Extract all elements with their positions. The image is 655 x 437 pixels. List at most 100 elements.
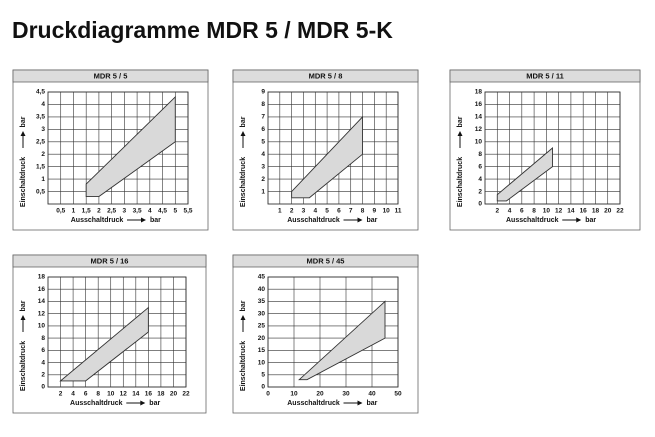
y-tick-label: 30 — [258, 310, 266, 317]
y-tick-label: 10 — [258, 359, 266, 366]
y-tick-label: 4 — [41, 359, 45, 366]
y-tick-label: 2 — [41, 151, 45, 158]
y-tick-label: 4 — [261, 151, 265, 158]
y-tick-label: 7 — [261, 114, 265, 121]
x-tick-label: 3 — [123, 208, 127, 215]
x-tick-label: 30 — [342, 391, 350, 398]
y-axis-arrowhead — [457, 131, 463, 136]
x-axis-label: Ausschaltdruck — [506, 217, 559, 224]
y-axis-label: Einschaltdruck — [240, 341, 247, 391]
x-axis-arrowhead — [140, 400, 146, 406]
y-axis-arrowhead — [240, 131, 246, 136]
x-tick-label: 50 — [394, 391, 402, 398]
x-axis-unit: bar — [150, 217, 161, 224]
y-axis-arrowhead — [20, 315, 26, 320]
y-tick-label: 1 — [261, 188, 265, 195]
chart-panel: MDR 5 / 81 2 3 4 5 6 7 8 9 10 11123456789Ausschalt… — [232, 69, 419, 231]
y-tick-label: 20 — [258, 335, 266, 342]
x-tick-label: 4 — [148, 208, 152, 215]
y-tick-label: 4 — [41, 101, 45, 108]
x-axis-label: Ausschaltdruck — [70, 400, 123, 407]
y-tick-label: 10 — [38, 323, 46, 330]
x-tick-label: 2,5 — [107, 208, 116, 215]
panel-header — [12, 254, 207, 268]
y-axis-label: Einschaltdruck — [457, 157, 464, 207]
y-axis-label: Einschaltdruck — [20, 341, 27, 391]
y-tick-label: 14 — [38, 298, 46, 305]
y-tick-label: 9 — [261, 89, 265, 96]
pressure-range — [496, 147, 553, 202]
pressure-range — [59, 306, 149, 382]
chart-panel: MDR 5 / 11 2 4 6 8 10 12 14 16 18 20 22 0 2 4 6 8 10 12 14 1… — [449, 69, 641, 231]
panel-header — [449, 69, 641, 83]
x-tick-label: 4 — [508, 208, 512, 215]
x-tick-label: 16 — [580, 208, 588, 215]
x-tick-label: 6 — [337, 208, 341, 215]
pressure-range — [298, 300, 386, 381]
x-tick-label: 14 — [132, 391, 140, 398]
y-tick-label: 0 — [41, 384, 45, 391]
x-axis-arrowhead — [357, 400, 363, 406]
x-tick-label: 1 — [278, 208, 282, 215]
x-tick-label: 2 — [495, 208, 499, 215]
panel-title: MDR 5 / 8 — [309, 71, 343, 80]
x-tick-label: 0,5 — [56, 208, 65, 215]
x-tick-label: 10 — [543, 208, 551, 215]
x-tick-label: 5,5 — [183, 208, 192, 215]
x-tick-label: 40 — [368, 391, 376, 398]
x-axis-unit: bar — [367, 400, 378, 407]
y-axis-unit: bar — [457, 116, 464, 127]
x-tick-label: 1 — [72, 208, 76, 215]
x-tick-label: 9 — [373, 208, 377, 215]
x-tick-label: 8 — [361, 208, 365, 215]
x-axis-unit: bar — [585, 217, 596, 224]
panel-header — [232, 254, 419, 268]
x-tick-label: 8 — [532, 208, 536, 215]
x-axis-arrowhead — [357, 217, 363, 223]
y-tick-label: 8 — [261, 101, 265, 108]
panel-title: MDR 5 / 11 — [526, 71, 564, 80]
x-tick-label: 18 — [592, 208, 600, 215]
y-axis-label: Einschaltdruck — [240, 157, 247, 207]
y-tick-label: 0 — [261, 384, 265, 391]
panel-title: MDR 5 / 5 — [94, 71, 128, 80]
panel-title: MDR 5 / 16 — [91, 256, 129, 265]
y-tick-label: 2,5 — [36, 138, 45, 145]
x-tick-label: 20 — [170, 391, 178, 398]
y-tick-label: 3 — [261, 163, 265, 170]
chart-panel: MDR 5 / 45 0 10 20 30 40 50 0 5 10 15 20 25 30 35 40 45 A… — [232, 254, 419, 414]
x-axis-arrowhead — [576, 217, 582, 223]
y-tick-label: 1 — [41, 176, 45, 183]
x-axis-arrowhead — [141, 217, 146, 223]
page-title: Druckdiagramme MDR 5 / MDR 5-K — [12, 17, 393, 43]
x-axis-label: Ausschaltdruck — [287, 217, 340, 224]
x-tick-label: 10 — [107, 391, 115, 398]
x-tick-label: 7 — [349, 208, 353, 215]
y-tick-label: 25 — [258, 323, 266, 330]
x-axis-unit: bar — [367, 217, 378, 224]
y-tick-label: 3 — [41, 126, 45, 133]
y-axis-unit: bar — [20, 300, 27, 311]
y-tick-label: 18 — [475, 89, 483, 96]
y-tick-label: 35 — [258, 298, 266, 305]
x-tick-label: 4 — [71, 391, 75, 398]
pressure-range — [291, 115, 363, 199]
y-tick-label: 16 — [38, 286, 46, 293]
y-tick-label: 2 — [478, 188, 482, 195]
y-tick-label: 8 — [41, 335, 45, 342]
y-tick-label: 0,5 — [36, 188, 45, 195]
x-tick-label: 20 — [316, 391, 324, 398]
y-tick-label: 5 — [261, 371, 265, 378]
x-tick-label: 2 — [290, 208, 294, 215]
y-axis-label: Einschaltdruck — [20, 157, 27, 207]
x-tick-label: 0 — [266, 391, 270, 398]
x-tick-label: 6 — [84, 391, 88, 398]
panel-header — [12, 69, 209, 83]
x-tick-label: 5 — [173, 208, 177, 215]
y-tick-label: 45 — [258, 274, 266, 281]
y-axis-arrowhead — [240, 315, 246, 320]
x-tick-label: 12 — [120, 391, 128, 398]
y-tick-label: 1,5 — [36, 163, 45, 170]
x-tick-label: 14 — [567, 208, 575, 215]
y-tick-label: 18 — [38, 274, 46, 281]
